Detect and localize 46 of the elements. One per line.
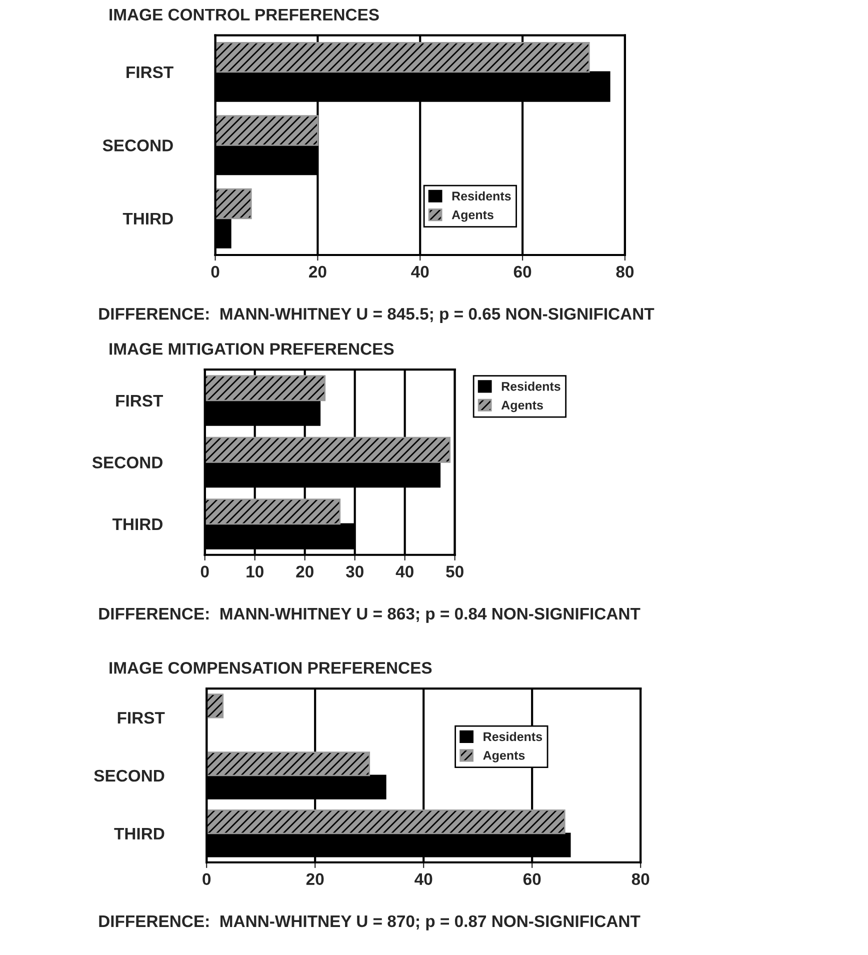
x-tick-label: 0 [211,266,220,278]
x-tick-label: 50 [446,566,464,578]
legend-label: Residents [502,382,560,391]
legend-label: Agents [483,751,525,762]
text: DIFFERENCE: MANN-WHITNEY U = 845.5; p = 0.65 NON-SIGNIFICANT [99,308,654,324]
legend-label: Residents [484,732,542,742]
bar [204,375,326,402]
text: DIFFERENCE: MANN-WHITNEY U = 863; p = 0.84 NON-SIGNIFICANT [99,608,640,623]
x-tick-label: 60 [514,266,532,278]
x-tick-label: 20 [296,566,314,578]
text: DIFFERENCE: MANN-WHITNEY U = 870; p = 0.87 NON-SIGNIFICANT [99,915,640,930]
x-tick-label: 80 [632,873,650,886]
y-tick-label: THIRD [122,212,173,224]
y-tick-label: THIRD [112,518,162,530]
y-tick-label: FIRST [118,712,165,724]
x-tick-label: 40 [396,566,414,578]
y-tick-label: SECOND [92,456,162,468]
legend-label: Agents [452,210,494,222]
chart-title: IMAGE MITIGATION PREFERENCES [110,343,394,355]
x-tick-label: 20 [309,266,326,278]
y-tick-label: FIRST [126,66,174,78]
x-tick-label: 60 [523,873,541,886]
legend-label: Residents [452,191,511,201]
chart-title: IMAGE COMPENSATION PREFERENCES [110,662,432,674]
chart-title: IMAGE CONTROL PREFERENCES [110,8,379,21]
x-tick-label: 0 [202,873,211,886]
bar [204,436,451,463]
x-tick-label: 30 [346,566,364,578]
x-tick-label: 10 [246,566,264,578]
bar [206,810,566,834]
x-tick-label: 0 [200,566,209,578]
x-tick-label: 40 [414,873,432,886]
x-tick-label: 80 [616,266,634,278]
x-tick-label: 40 [411,266,429,278]
bar [215,42,590,73]
legend-label: Agents [501,400,543,412]
y-tick-label: SECOND [102,140,173,152]
bar [204,498,341,525]
bar [206,752,370,776]
y-tick-label: FIRST [116,394,164,407]
y-tick-label: SECOND [94,770,164,782]
bar [215,115,318,146]
x-tick-label: 20 [306,873,324,886]
y-tick-label: THIRD [114,828,164,840]
bar [206,694,224,718]
bar [215,188,252,220]
